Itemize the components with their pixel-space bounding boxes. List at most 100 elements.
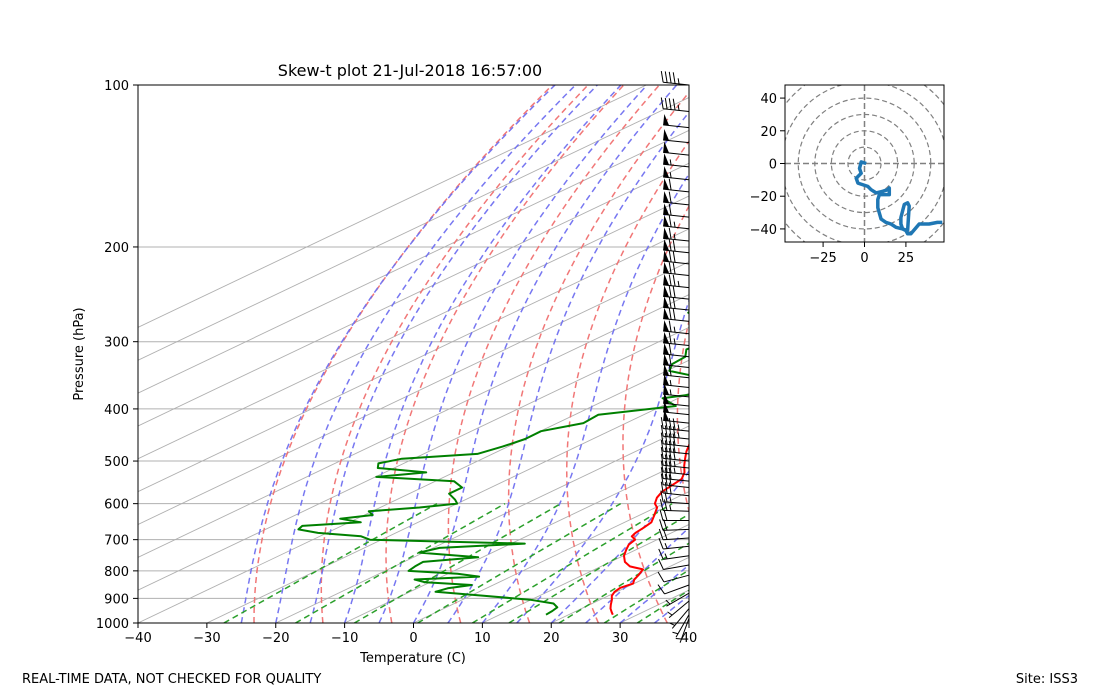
barb-flag xyxy=(663,401,670,413)
mixing-ratio-line xyxy=(472,502,673,623)
barb-staff xyxy=(663,435,690,440)
barb-full xyxy=(660,490,664,502)
barb-flag xyxy=(663,250,670,262)
x-tick-label: 40 xyxy=(681,631,698,646)
barb-full xyxy=(668,203,672,216)
hodograph-y-tick-label: 0 xyxy=(769,158,777,173)
barb-full xyxy=(664,467,668,479)
barb-full xyxy=(672,448,676,460)
barb-staff xyxy=(663,81,690,86)
barb-full xyxy=(664,461,668,473)
mixing-ratio-line xyxy=(603,569,689,623)
barb-staff xyxy=(663,151,690,156)
moist-adiabat xyxy=(481,172,689,623)
barb-staff xyxy=(664,584,690,595)
isotherm-line xyxy=(138,85,647,328)
mixing-ratio-line xyxy=(558,542,689,623)
barb-flag xyxy=(663,153,670,165)
barb-full xyxy=(660,432,664,444)
barb-staff xyxy=(663,188,690,193)
dry-adiabat xyxy=(676,317,689,515)
barb-full xyxy=(660,417,664,429)
barb-half xyxy=(677,78,680,85)
reference-lines xyxy=(223,85,1100,623)
hodograph-chart: −25 0 25 40 20 0 −20 −40 xyxy=(750,84,945,266)
x-tick-label: 10 xyxy=(474,631,491,646)
barb-staff xyxy=(663,393,690,398)
sounding-profiles xyxy=(297,310,689,616)
barb-staff xyxy=(663,295,690,300)
barb-full xyxy=(672,98,676,111)
barb-flag xyxy=(663,353,670,366)
wind-barb xyxy=(663,364,690,379)
barb-full xyxy=(663,519,668,531)
barb-flag xyxy=(663,285,670,298)
wind-barb xyxy=(660,70,690,86)
wind-barb xyxy=(663,178,690,193)
barb-full xyxy=(658,558,664,570)
dry-adiabat xyxy=(730,85,838,623)
barb-full xyxy=(668,354,672,366)
barb-full xyxy=(672,297,676,309)
skew-t-chart: Skew-t plot 21-Jul-2018 16:57:00 −40 −30−… xyxy=(72,61,1100,666)
barb-flag xyxy=(663,364,670,376)
barb-full xyxy=(660,439,664,452)
barb-flag xyxy=(663,191,670,203)
barb-full xyxy=(668,239,672,251)
barb-half xyxy=(667,611,673,616)
barb-flag xyxy=(663,307,670,320)
barb-full xyxy=(660,70,664,83)
wind-barb xyxy=(660,439,690,455)
barb-staff xyxy=(663,492,690,497)
wind-barb xyxy=(658,558,690,570)
barb-half xyxy=(673,460,676,467)
wind-barb xyxy=(658,548,690,560)
barb-full xyxy=(668,98,672,110)
barb-half xyxy=(673,467,676,474)
wind-barb xyxy=(672,614,690,638)
barb-full xyxy=(664,440,668,452)
mixing-ratio-line xyxy=(508,513,689,623)
isotherm-line xyxy=(138,326,689,591)
moist-adiabat xyxy=(275,85,577,623)
barb-flag xyxy=(663,273,670,286)
dry-adiabat xyxy=(385,85,625,623)
wind-barb xyxy=(660,424,690,440)
barb-full xyxy=(668,332,672,344)
moist-adiabat xyxy=(378,85,648,623)
barb-full xyxy=(672,418,676,430)
barb-full xyxy=(668,285,672,298)
dry-adiabat xyxy=(507,91,689,623)
barb-full xyxy=(664,473,668,486)
barb-flag xyxy=(663,113,670,126)
isotherm-line xyxy=(344,458,689,623)
wind-barb xyxy=(663,215,690,230)
barb-half xyxy=(673,233,676,240)
barb-full xyxy=(668,191,672,204)
barb-full xyxy=(668,308,672,320)
x-tick-label: −30 xyxy=(193,631,220,646)
wind-barb xyxy=(663,401,690,416)
x-tick-label: −20 xyxy=(262,631,289,646)
wind-barb xyxy=(663,153,690,168)
barb-staff xyxy=(663,555,690,560)
hodograph-x-tick-label: −25 xyxy=(809,251,836,266)
background-grid xyxy=(138,85,689,623)
dry-adiabat xyxy=(972,85,1100,623)
barb-half xyxy=(669,496,672,503)
barb-staff xyxy=(663,213,690,218)
barb-staff xyxy=(663,477,690,482)
barb-full xyxy=(660,446,664,459)
barb-full xyxy=(664,447,668,459)
barb-half xyxy=(669,505,672,511)
barb-staff xyxy=(662,509,690,512)
barb-flag xyxy=(663,392,670,404)
moist-adiabat xyxy=(240,85,556,623)
moist-adiabat xyxy=(309,85,598,623)
barb-flag xyxy=(663,141,670,154)
barb-full xyxy=(663,499,668,511)
barb-full xyxy=(668,296,672,309)
wind-barb xyxy=(663,285,690,300)
dry-adiabat xyxy=(447,85,660,623)
barb-full xyxy=(664,71,668,83)
